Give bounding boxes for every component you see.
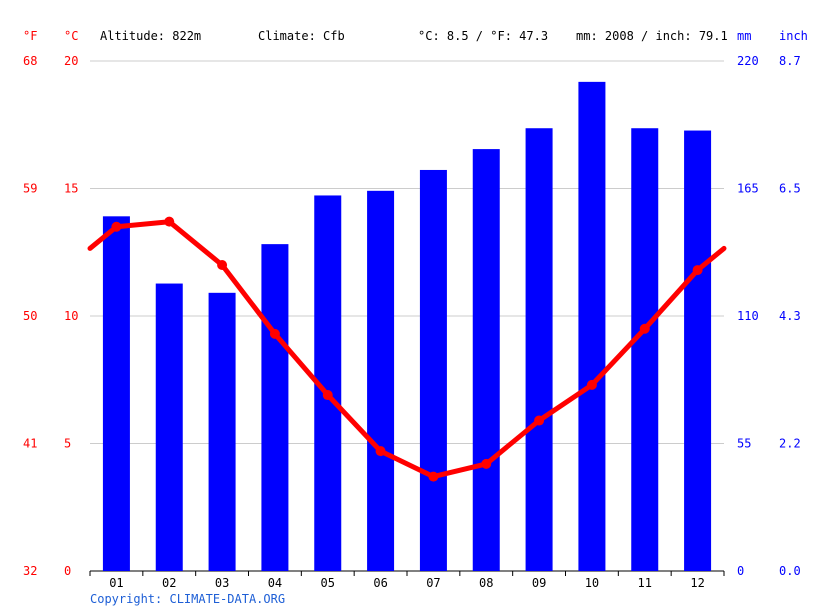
mm-tick-label: 110 xyxy=(737,309,759,323)
fahrenheit-tick-label: 59 xyxy=(23,182,37,196)
altitude-label: Altitude: 822m xyxy=(100,29,201,43)
month-tick-label: 05 xyxy=(321,576,335,590)
celsius-tick-label: 0 xyxy=(64,564,71,578)
fahrenheit-tick-label: 68 xyxy=(23,54,37,68)
precipitation-bar xyxy=(684,130,712,571)
precipitation-bar xyxy=(102,216,130,571)
celsius-tick-label: 5 xyxy=(64,437,71,451)
mm-tick-label: 165 xyxy=(737,182,759,196)
fahrenheit-tick-label: 50 xyxy=(23,309,37,323)
inch-tick-label: 2.2 xyxy=(779,437,801,451)
month-tick-label: 11 xyxy=(638,576,652,590)
axis-ticks: 32 0 0 0.041 5 55 2.250 10 110 4.359 15 165 6.568 20 2… xyxy=(23,54,801,590)
temperature-point xyxy=(322,390,333,401)
precipitation-bar xyxy=(155,283,183,571)
inch-unit-label: inch xyxy=(779,29,808,43)
temperature-line xyxy=(87,216,727,482)
temperature-point xyxy=(481,458,492,469)
precipitation-bar xyxy=(525,128,553,571)
celsius-unit-label: °C xyxy=(64,29,78,43)
temperature-point xyxy=(269,328,280,339)
mm-tick-label: 220 xyxy=(737,54,759,68)
temperature-point xyxy=(639,323,650,334)
temperature-point xyxy=(428,471,439,482)
temperature-point xyxy=(164,216,175,227)
precipitation-bar xyxy=(578,81,606,571)
temperature-point xyxy=(586,379,597,390)
precipitation-bar xyxy=(367,190,395,571)
precipitation-bars xyxy=(102,81,712,572)
month-tick-label: 03 xyxy=(215,576,229,590)
fahrenheit-tick-label: 32 xyxy=(23,564,37,578)
inch-tick-label: 4.3 xyxy=(779,309,801,323)
month-tick-label: 10 xyxy=(585,576,599,590)
mm-tick-label: 55 xyxy=(737,437,751,451)
month-tick-label: 01 xyxy=(109,576,123,590)
temperature-point xyxy=(375,446,386,457)
fahrenheit-unit-label: °F xyxy=(23,29,37,43)
precipitation-bar xyxy=(208,292,236,571)
precipitation-bar xyxy=(631,128,659,571)
precipitation-bar xyxy=(419,169,447,572)
month-tick-label: 12 xyxy=(690,576,704,590)
grid xyxy=(89,60,725,576)
temperature-point xyxy=(692,265,703,276)
celsius-tick-label: 15 xyxy=(64,182,78,196)
fahrenheit-tick-label: 41 xyxy=(23,437,37,451)
month-tick-label: 07 xyxy=(426,576,440,590)
month-tick-label: 08 xyxy=(479,576,493,590)
temperature-point xyxy=(217,260,228,270)
month-tick-label: 06 xyxy=(373,576,387,590)
mm-unit-label: mm xyxy=(737,29,751,43)
climate-label: Climate: Cfb xyxy=(258,29,345,43)
total-precipitation-label: mm: 2008 / inch: 79.1 xyxy=(576,29,728,43)
temperature-point xyxy=(534,415,545,426)
copyright-label: Copyright: CLIMATE-DATA.ORG xyxy=(90,592,285,606)
inch-tick-label: 8.7 xyxy=(779,54,801,68)
inch-tick-label: 6.5 xyxy=(779,182,801,196)
celsius-tick-label: 10 xyxy=(64,309,78,323)
temperature-series-line xyxy=(87,219,727,480)
temperature-point xyxy=(111,221,122,232)
average-temperature-label: °C: 8.5 / °F: 47.3 xyxy=(418,29,548,43)
month-tick-label: 09 xyxy=(532,576,546,590)
precipitation-bar xyxy=(261,244,289,572)
celsius-tick-label: 20 xyxy=(64,54,78,68)
mm-tick-label: 0 xyxy=(737,564,744,578)
month-tick-label: 02 xyxy=(162,576,176,590)
precipitation-bar xyxy=(472,149,500,571)
month-tick-label: 04 xyxy=(268,576,282,590)
inch-tick-label: 0.0 xyxy=(779,564,801,578)
